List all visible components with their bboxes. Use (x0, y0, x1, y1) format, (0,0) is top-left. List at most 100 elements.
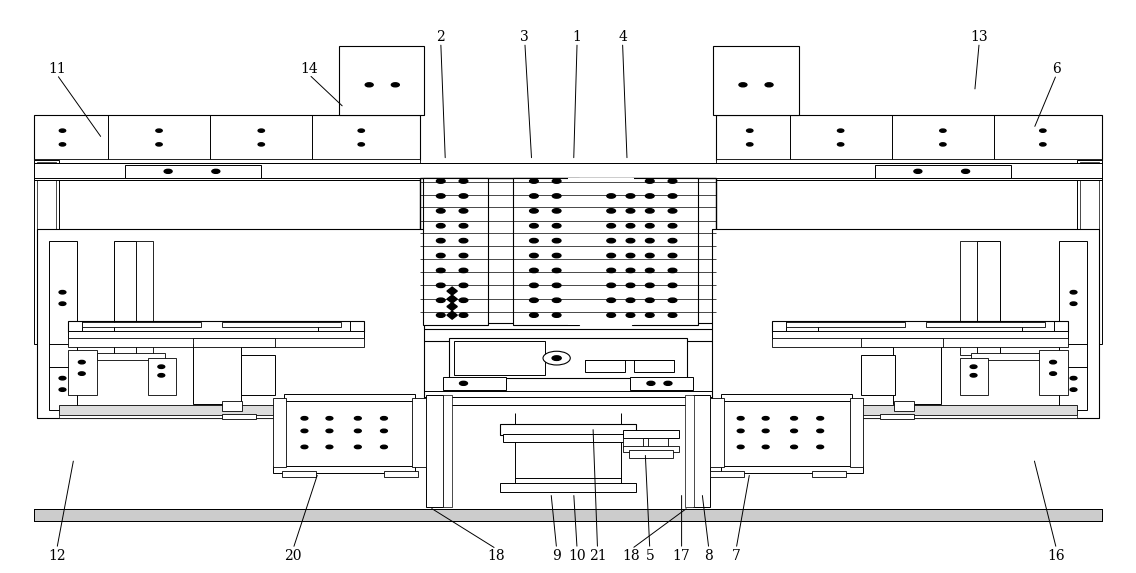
Bar (386, 329, 750, 341)
Bar (960, 241, 977, 355)
Text: 5: 5 (645, 549, 654, 563)
Circle shape (529, 283, 538, 288)
Bar (685, 395, 694, 507)
Circle shape (746, 143, 753, 146)
Text: 17: 17 (673, 549, 691, 563)
Text: 10: 10 (568, 549, 586, 563)
Circle shape (552, 209, 561, 213)
Circle shape (258, 143, 265, 146)
Bar (772, 321, 1068, 332)
Circle shape (78, 372, 85, 375)
Bar (861, 338, 943, 347)
Circle shape (459, 298, 468, 303)
Circle shape (459, 283, 468, 288)
Circle shape (1039, 143, 1046, 146)
Text: 14: 14 (300, 62, 318, 76)
Text: 18: 18 (487, 549, 506, 563)
Circle shape (436, 283, 445, 288)
Text: 9: 9 (552, 549, 561, 563)
Bar (49, 241, 77, 410)
Circle shape (961, 170, 970, 173)
Bar (850, 398, 863, 467)
Circle shape (365, 83, 373, 87)
Bar (273, 398, 286, 467)
Text: 11: 11 (48, 62, 66, 76)
Circle shape (459, 382, 468, 385)
Circle shape (436, 179, 445, 183)
Circle shape (301, 429, 308, 433)
Circle shape (59, 291, 66, 294)
Bar (772, 338, 1068, 347)
Bar (273, 466, 415, 473)
Circle shape (668, 238, 677, 243)
Bar (412, 398, 426, 467)
Bar (193, 338, 275, 347)
Bar (1039, 350, 1068, 395)
Bar (136, 241, 153, 355)
Circle shape (529, 253, 538, 258)
Circle shape (970, 365, 977, 368)
Circle shape (1070, 302, 1077, 305)
Circle shape (552, 238, 561, 243)
Circle shape (817, 417, 824, 420)
Bar (716, 115, 1102, 160)
Bar (893, 344, 941, 404)
Bar (630, 377, 693, 390)
Circle shape (668, 209, 677, 213)
Circle shape (459, 194, 468, 198)
Circle shape (158, 365, 165, 368)
Circle shape (59, 388, 66, 391)
Circle shape (645, 268, 654, 273)
Circle shape (436, 313, 445, 317)
Bar (1080, 162, 1099, 342)
Bar (97, 353, 165, 360)
Circle shape (1050, 372, 1056, 375)
Circle shape (607, 223, 616, 228)
Bar (454, 341, 545, 375)
Bar (926, 322, 1045, 327)
Bar (648, 438, 668, 447)
Bar (34, 163, 1102, 180)
Bar (880, 414, 914, 419)
Circle shape (645, 313, 654, 317)
Circle shape (301, 445, 308, 449)
Circle shape (258, 129, 265, 132)
Bar (623, 430, 679, 438)
Text: 8: 8 (704, 549, 713, 563)
Circle shape (354, 445, 361, 449)
Circle shape (358, 143, 365, 146)
Bar (710, 471, 744, 477)
Bar (725, 415, 1077, 418)
Text: 12: 12 (48, 549, 66, 563)
Circle shape (529, 268, 538, 273)
Text: 4: 4 (618, 30, 627, 44)
Bar (284, 398, 415, 467)
Circle shape (59, 143, 66, 146)
Circle shape (459, 179, 468, 183)
Circle shape (156, 143, 162, 146)
Bar (449, 338, 687, 378)
Bar (68, 350, 97, 395)
Circle shape (459, 253, 468, 258)
Bar (37, 162, 56, 342)
Bar (114, 241, 136, 355)
Circle shape (552, 298, 561, 303)
Circle shape (645, 298, 654, 303)
Bar (1059, 241, 1087, 410)
Circle shape (354, 417, 361, 420)
Circle shape (59, 129, 66, 132)
Circle shape (645, 194, 654, 198)
Text: 13: 13 (970, 30, 988, 44)
Circle shape (626, 253, 635, 258)
Circle shape (626, 283, 635, 288)
Circle shape (668, 298, 677, 303)
Bar (59, 405, 411, 415)
Circle shape (552, 223, 561, 228)
Circle shape (668, 253, 677, 258)
Circle shape (626, 268, 635, 273)
Bar (420, 178, 716, 327)
Circle shape (552, 253, 561, 258)
Circle shape (529, 223, 538, 228)
Circle shape (939, 129, 946, 132)
Circle shape (668, 268, 677, 273)
